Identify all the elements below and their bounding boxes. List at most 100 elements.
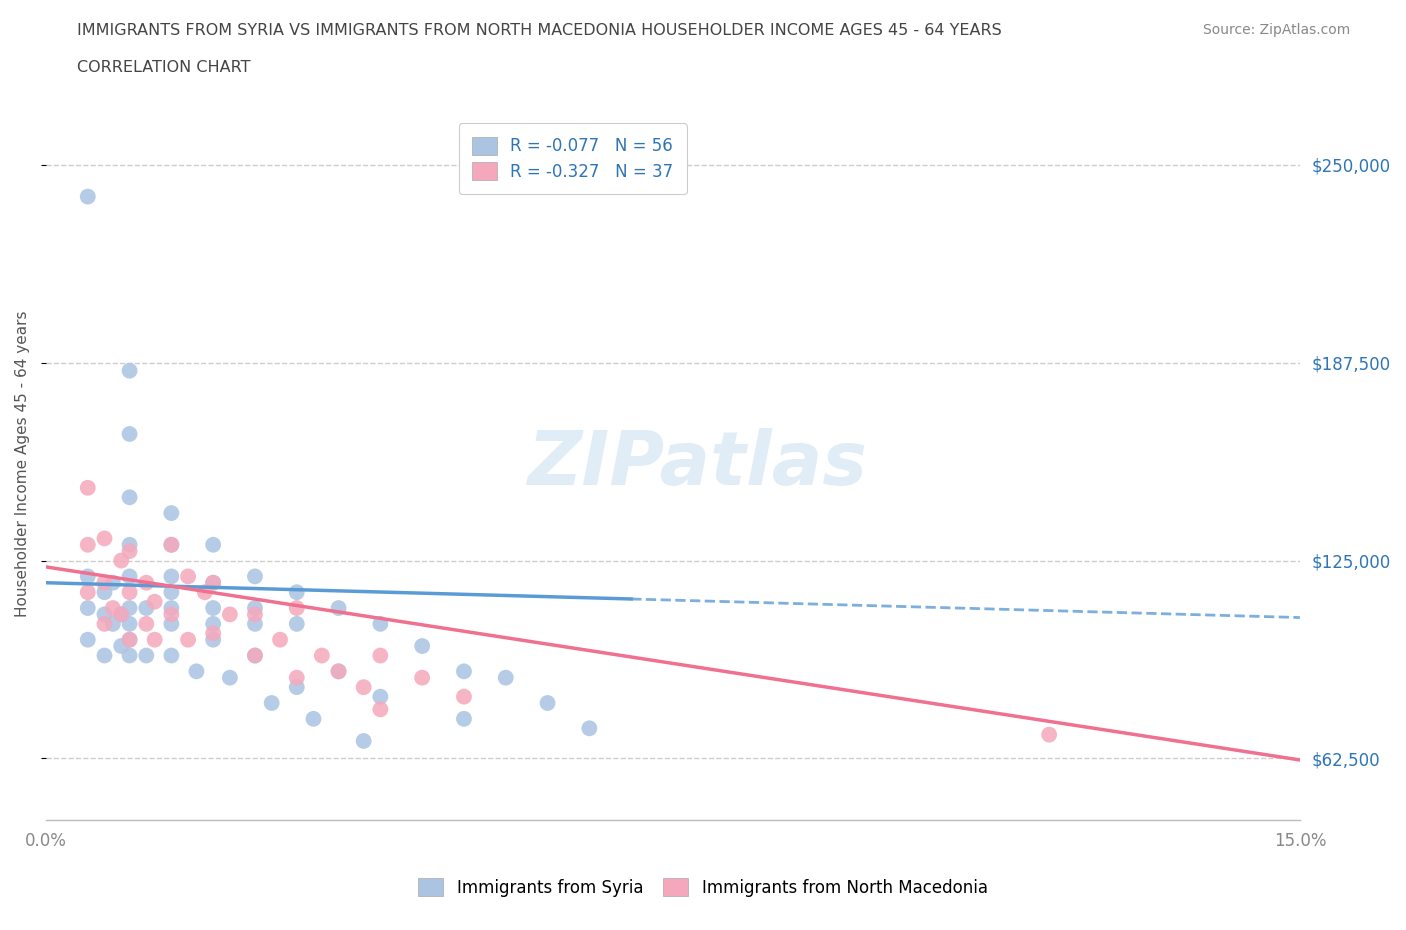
Point (76, 632, 98, 647)
Point (243, 617, 266, 631)
Point (202, 626, 225, 641)
Point (453, 664, 475, 679)
Point (285, 680, 308, 695)
Point (1038, 727, 1060, 742)
Point (243, 648, 266, 663)
Point (285, 585, 308, 600)
Legend: Immigrants from Syria, Immigrants from North Macedonia: Immigrants from Syria, Immigrants from N… (411, 870, 995, 905)
Point (243, 569, 266, 584)
Point (370, 689, 392, 704)
Point (160, 607, 183, 622)
Point (93, 617, 115, 631)
Text: IMMIGRANTS FROM SYRIA VS IMMIGRANTS FROM NORTH MACEDONIA HOUSEHOLDER INCOME AGES: IMMIGRANTS FROM SYRIA VS IMMIGRANTS FROM… (77, 23, 1002, 38)
Point (118, 585, 141, 600)
Point (495, 671, 517, 685)
Point (93, 576, 115, 591)
Point (536, 696, 558, 711)
Point (160, 506, 183, 521)
Point (177, 569, 200, 584)
Point (411, 639, 433, 654)
Legend: R = -0.077   N = 56, R = -0.327   N = 37: R = -0.077 N = 56, R = -0.327 N = 37 (458, 124, 686, 194)
Point (353, 734, 375, 749)
Point (285, 671, 308, 685)
Point (578, 721, 600, 736)
Point (118, 544, 141, 559)
Point (202, 601, 225, 616)
Point (311, 648, 333, 663)
Point (143, 632, 166, 647)
Point (76, 585, 98, 600)
Point (328, 664, 350, 679)
Point (76, 538, 98, 552)
Point (285, 617, 308, 631)
Point (186, 664, 208, 679)
Point (93, 585, 115, 600)
Point (202, 617, 225, 631)
Point (135, 576, 157, 591)
Point (118, 569, 141, 584)
Point (202, 538, 225, 552)
Point (110, 639, 132, 654)
Point (219, 671, 242, 685)
Point (135, 601, 157, 616)
Point (93, 648, 115, 663)
Point (101, 617, 124, 631)
Text: Source: ZipAtlas.com: Source: ZipAtlas.com (1202, 23, 1350, 37)
Point (411, 671, 433, 685)
Point (202, 632, 225, 647)
Point (76, 480, 98, 495)
Point (118, 601, 141, 616)
Point (243, 648, 266, 663)
Point (101, 576, 124, 591)
Point (219, 607, 242, 622)
Point (160, 538, 183, 552)
Point (243, 601, 266, 616)
Point (302, 711, 325, 726)
Point (110, 607, 132, 622)
Point (76, 569, 98, 584)
Point (135, 648, 157, 663)
Point (269, 632, 291, 647)
Point (135, 617, 157, 631)
Point (118, 648, 141, 663)
Point (101, 601, 124, 616)
Point (177, 632, 200, 647)
Point (160, 617, 183, 631)
Point (76, 189, 98, 204)
Point (118, 538, 141, 552)
Point (194, 585, 217, 600)
Point (353, 680, 375, 695)
Point (453, 711, 475, 726)
Point (118, 632, 141, 647)
Point (202, 576, 225, 591)
Point (118, 632, 141, 647)
Point (118, 617, 141, 631)
Point (243, 607, 266, 622)
Point (453, 689, 475, 704)
Point (93, 607, 115, 622)
Point (143, 594, 166, 609)
Point (328, 664, 350, 679)
Point (118, 364, 141, 379)
Point (328, 601, 350, 616)
Point (160, 538, 183, 552)
Point (93, 531, 115, 546)
Point (160, 648, 183, 663)
Point (118, 427, 141, 442)
Point (370, 617, 392, 631)
Point (160, 569, 183, 584)
Point (110, 553, 132, 568)
Text: CORRELATION CHART: CORRELATION CHART (77, 60, 250, 75)
Point (110, 607, 132, 622)
Point (285, 601, 308, 616)
Point (370, 648, 392, 663)
Point (76, 601, 98, 616)
Text: ZIPatlas: ZIPatlas (529, 428, 868, 500)
Y-axis label: Householder Income Ages 45 - 64 years: Householder Income Ages 45 - 64 years (15, 311, 30, 618)
Point (202, 576, 225, 591)
Point (370, 702, 392, 717)
Point (118, 490, 141, 505)
Point (260, 696, 283, 711)
Point (160, 585, 183, 600)
Point (160, 601, 183, 616)
